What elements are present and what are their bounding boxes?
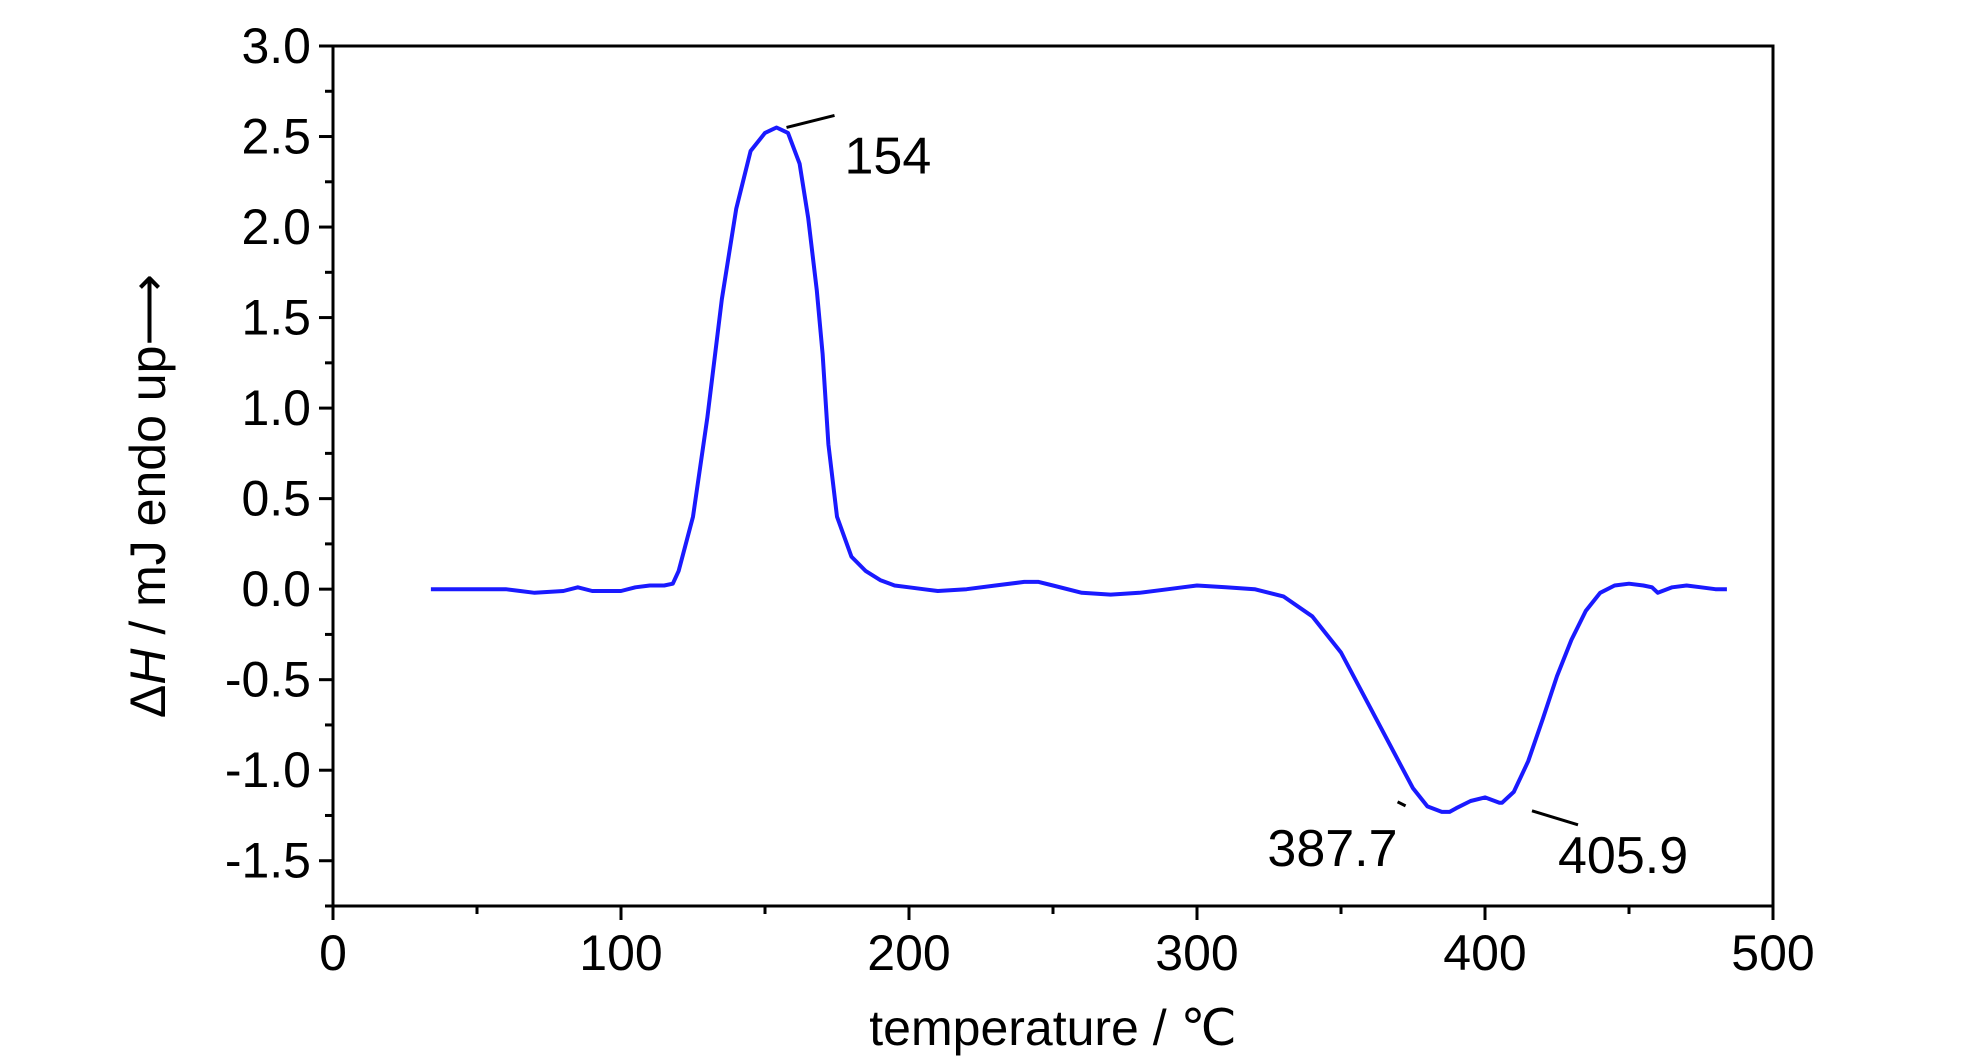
x-tick-label: 100	[579, 925, 662, 981]
y-axis-ticks: -1.5 -1.0 -0.5 0.0 0.5 1.0 1.5 2.0 2.5 3.0	[225, 18, 333, 908]
peak-label: 387.7	[1267, 820, 1397, 878]
y-tick-label: -1.0	[225, 742, 311, 798]
y-tick-label: 3.0	[241, 18, 311, 74]
y-axis-label: ΔH / mJ endo up⟶	[120, 274, 176, 718]
x-tick-label: 200	[867, 925, 950, 981]
y-axis-label-delta: Δ	[120, 685, 176, 718]
x-tick-label: 0	[319, 925, 347, 981]
y-tick-label: 0.5	[241, 471, 311, 527]
plot-frame	[331, 44, 1775, 908]
annotation-leader-line	[1531, 809, 1579, 827]
x-axis-ticks: 0 100 200 300 400 500	[319, 906, 1815, 981]
plot-area	[430, 125, 1727, 814]
x-tick-label: 500	[1731, 925, 1814, 981]
peak-label: 405.9	[1558, 827, 1688, 885]
annotation-leader-line	[1396, 800, 1407, 808]
y-tick-label: 2.5	[241, 109, 311, 165]
x-tick-label: 300	[1155, 925, 1238, 981]
y-axis-label-symbol: H	[120, 648, 176, 685]
annotation-leader-line	[786, 114, 835, 129]
x-tick-label: 400	[1443, 925, 1526, 981]
peak-annotations: 154 387.7 405.9	[786, 114, 1688, 885]
y-tick-label: 2.0	[241, 199, 311, 255]
y-tick-label: -1.5	[225, 833, 311, 889]
dsc-curve	[430, 125, 1727, 814]
x-axis-label: temperature / ℃	[869, 1000, 1236, 1056]
y-tick-label: 0.0	[241, 561, 311, 617]
y-axis-label-unit: / mJ endo up⟶	[120, 274, 176, 649]
y-tick-label: 1.5	[241, 290, 311, 346]
y-tick-label: 1.0	[241, 380, 311, 436]
y-tick-label: -0.5	[225, 652, 311, 708]
peak-label: 154	[845, 127, 932, 185]
